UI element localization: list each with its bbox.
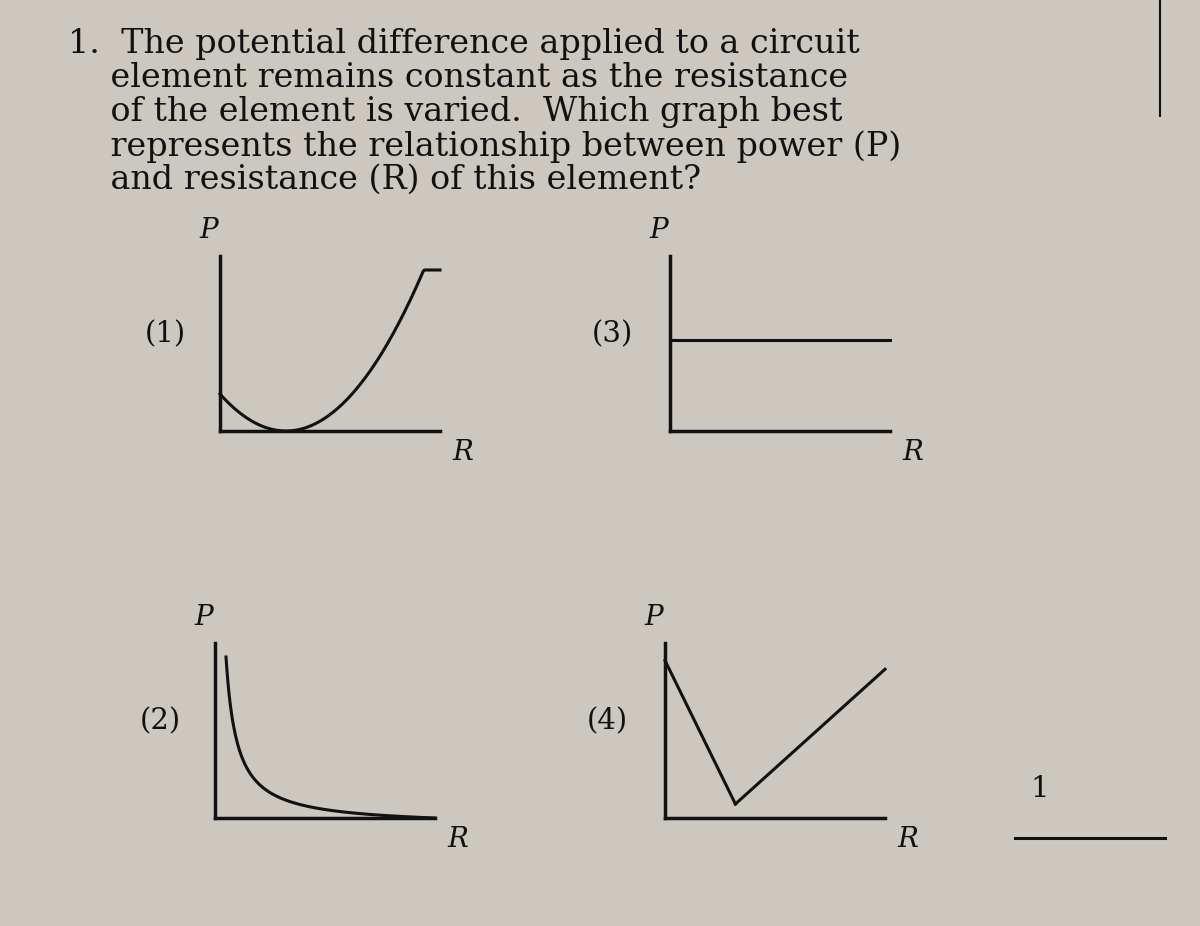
Text: R: R (452, 439, 473, 466)
Text: represents the relationship between power (P): represents the relationship between powe… (68, 130, 901, 163)
Text: (3): (3) (592, 320, 634, 349)
Text: P: P (194, 604, 214, 631)
Text: P: P (199, 217, 218, 244)
Text: and resistance (R) of this element?: and resistance (R) of this element? (68, 164, 701, 196)
Text: element remains constant as the resistance: element remains constant as the resistan… (68, 62, 848, 94)
Text: (2): (2) (140, 707, 181, 736)
Text: P: P (644, 604, 662, 631)
Text: R: R (898, 826, 918, 853)
Text: 1: 1 (1031, 775, 1049, 803)
Text: 1.  The potential difference applied to a circuit: 1. The potential difference applied to a… (68, 28, 859, 60)
Text: (1): (1) (145, 320, 186, 349)
Text: R: R (446, 826, 468, 853)
Text: P: P (649, 217, 668, 244)
Text: R: R (902, 439, 923, 466)
Text: of the element is varied.  Which graph best: of the element is varied. Which graph be… (68, 96, 842, 128)
Text: (4): (4) (587, 707, 628, 736)
